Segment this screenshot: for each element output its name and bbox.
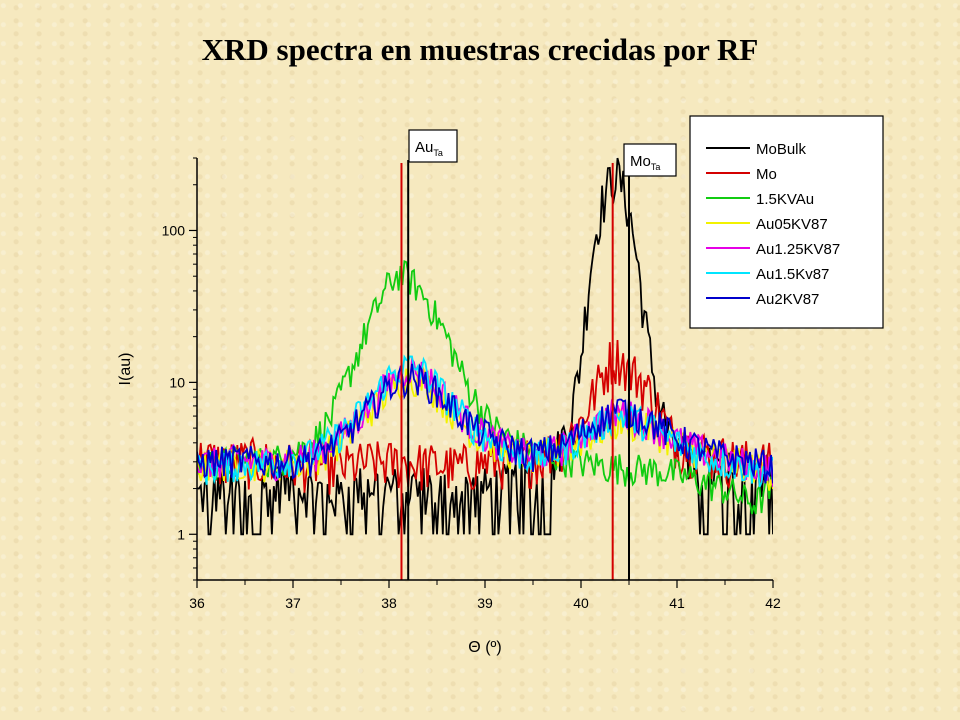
x-tick-label-40: 40 <box>573 595 589 611</box>
y-tick-label-10: 10 <box>169 374 185 390</box>
x-tick-label-36: 36 <box>189 595 205 611</box>
series-line-5 <box>197 354 773 488</box>
annotation-label-1: MoTa <box>630 153 660 172</box>
annotation-label-0: AuTa <box>415 139 443 158</box>
legend-label-3: Au05KV87 <box>756 216 828 233</box>
x-tick-label-38: 38 <box>381 595 397 611</box>
legend-label-1: Mo <box>756 166 777 183</box>
legend-label-6: Au2KV87 <box>756 291 819 308</box>
x-tick-label-42: 42 <box>765 595 781 611</box>
annotation-box-1 <box>623 143 677 177</box>
legend-label-5: Au1.5Kv87 <box>756 266 829 283</box>
series-line-0 <box>197 157 773 536</box>
x-tick-label-41: 41 <box>669 595 685 611</box>
page-title: XRD spectra en muestras crecidas por RF <box>201 32 759 67</box>
series-line-6 <box>197 363 773 484</box>
y-axis-label: I(au) <box>117 353 134 386</box>
x-tick-label-37: 37 <box>285 595 301 611</box>
legend-label-4: Au1.25KV87 <box>756 241 840 258</box>
x-tick-label-39: 39 <box>477 595 493 611</box>
annotation-box-0 <box>408 129 458 163</box>
x-axis-label: Θ (º) <box>468 639 501 656</box>
y-tick-label-1: 1 <box>177 526 185 542</box>
series-line-2 <box>197 259 773 515</box>
legend-label-2: 1.5KVAu <box>756 191 814 208</box>
legend-label-0: MoBulk <box>756 141 807 158</box>
y-tick-label-100: 100 <box>162 222 186 238</box>
